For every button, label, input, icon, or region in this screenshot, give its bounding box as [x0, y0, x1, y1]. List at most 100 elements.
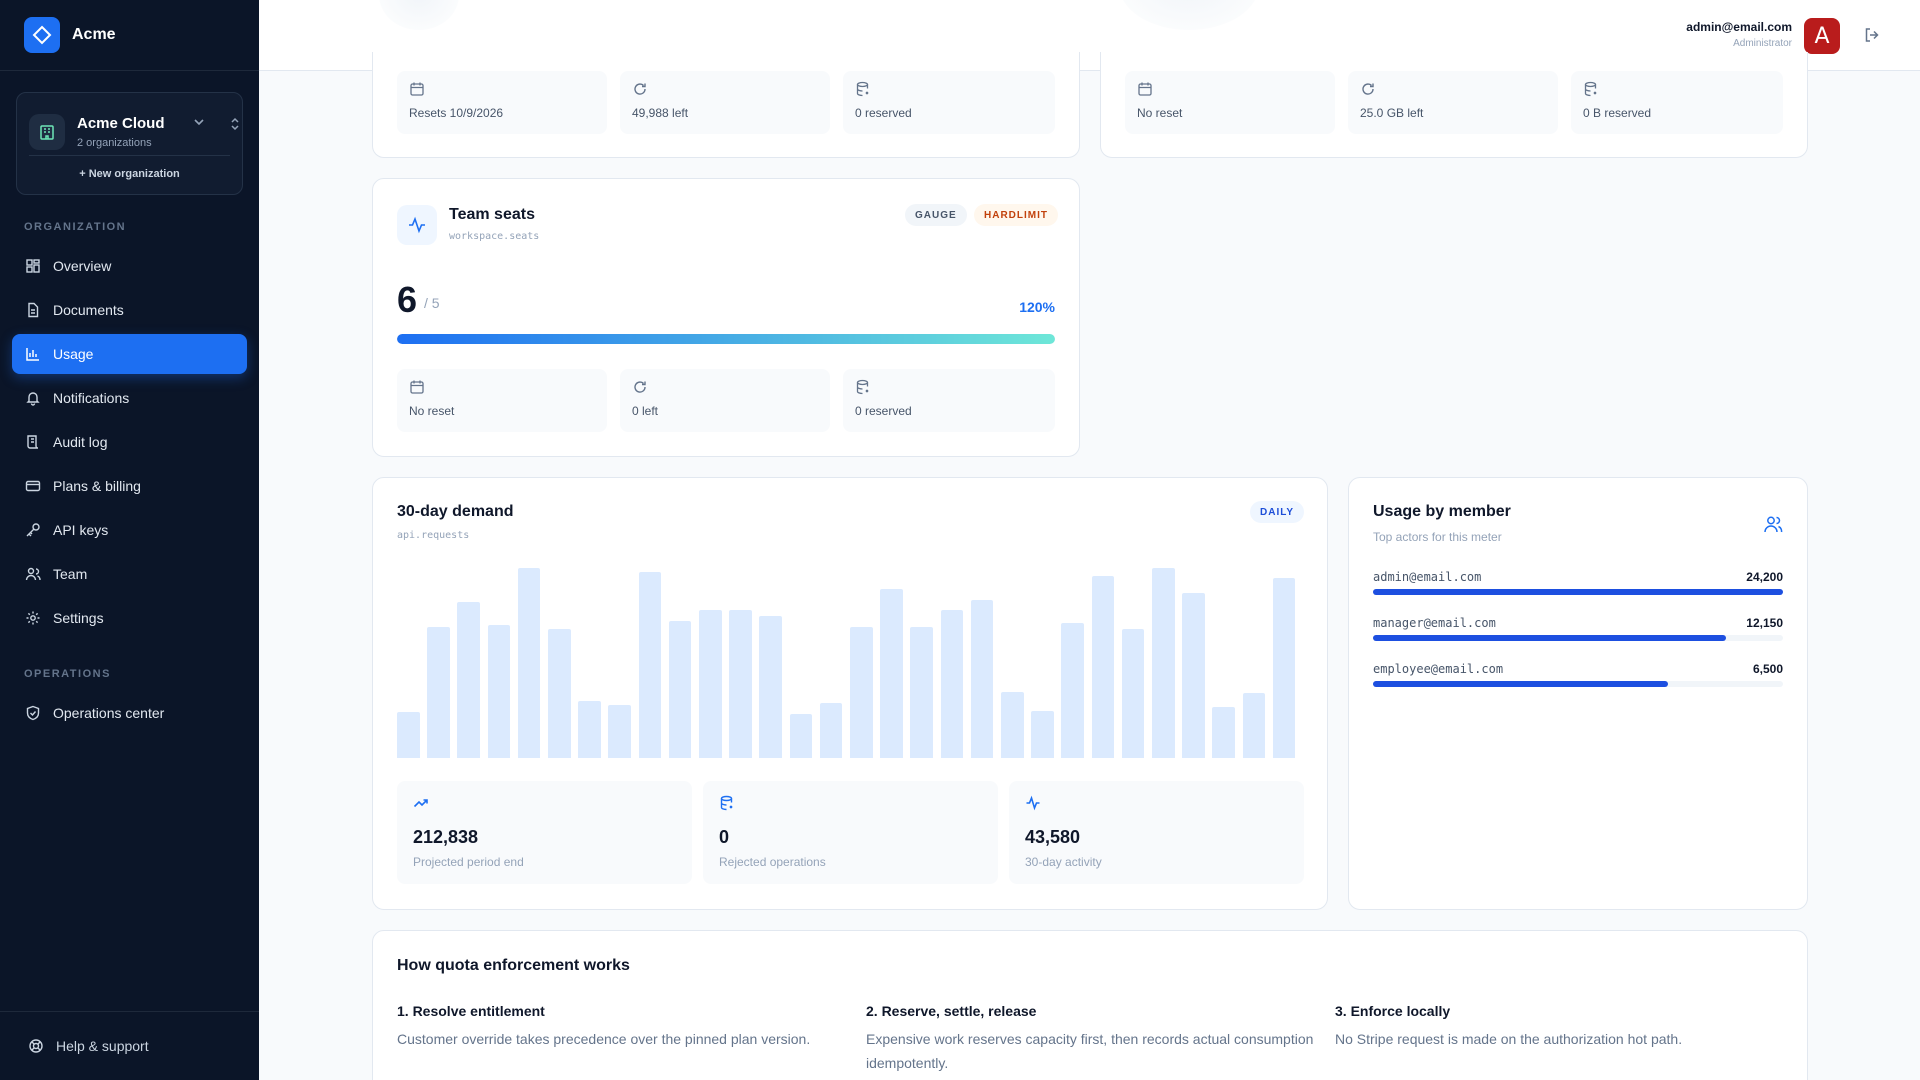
reset-text: Resets 10/9/2026 — [409, 106, 504, 120]
new-organization-button[interactable]: + New organization — [79, 168, 180, 180]
kpi-value: 212,838 — [413, 827, 479, 847]
meter-title: Team seats — [449, 206, 535, 223]
kpi-projected: 212,838 Projected period end — [397, 781, 692, 884]
sidebar-item-label: Plans & billing — [53, 478, 141, 494]
member-row: admin@email.com 24,200 — [1373, 570, 1783, 610]
demand-bar — [1212, 706, 1236, 758]
avatar[interactable]: A — [1804, 18, 1840, 54]
how-it-works-card: How quota enforcement works 1. Resolve e… — [372, 930, 1808, 1080]
activity-icon — [1026, 795, 1040, 811]
demand-bar — [1121, 628, 1145, 758]
gear-icon — [26, 611, 40, 625]
member-email: employee@email.com — [1373, 662, 1504, 676]
activity-icon — [397, 205, 437, 245]
sidebar-item-api-keys[interactable]: API keys — [12, 510, 247, 550]
demand-key: api.requests — [397, 530, 470, 541]
sidebar-item-label: Team — [53, 566, 88, 582]
reserved-text: 0 reserved — [855, 106, 912, 120]
sidebar-item-label: Documents — [53, 302, 124, 318]
reset-text: No reset — [409, 404, 455, 418]
sidebar-item-label: Usage — [53, 346, 94, 362]
member-bar — [1373, 635, 1783, 641]
calendar-icon — [410, 380, 424, 394]
sidebar-item-operations-center[interactable]: Operations center — [12, 693, 247, 733]
sidebar-item-usage[interactable]: Usage — [12, 334, 247, 374]
demand-bar — [729, 609, 752, 758]
kpi-rejected: 0 Rejected operations — [703, 781, 998, 884]
sidebar-item-audit-log[interactable]: Audit log — [12, 422, 247, 462]
step-desc: Expensive work reserves capacity first, … — [866, 1031, 1314, 1071]
shield-icon — [26, 705, 40, 721]
left-text: 0 left — [632, 404, 659, 418]
step-desc: Customer override takes precedence over … — [397, 1031, 811, 1047]
member-value: 6,500 — [1752, 662, 1783, 676]
sidebar-item-label: Notifications — [53, 390, 130, 406]
member-bar — [1373, 589, 1783, 595]
meter-card-team-seats: Team seats workspace.seats GAUGE HARDLIM… — [372, 178, 1080, 457]
user-email: admin@email.com — [1686, 20, 1792, 34]
help-support-link[interactable]: Help & support — [0, 1011, 259, 1080]
demand-bar — [397, 712, 420, 758]
org-switcher[interactable]: Acme Cloud 2 organizations + New organiz… — [16, 92, 243, 195]
demand-bar — [548, 628, 571, 758]
reset-stat: No reset — [397, 369, 607, 432]
sidebar: Acme Acme Cloud 2 organizations + New or… — [0, 0, 259, 1080]
demand-bar — [1091, 575, 1115, 758]
calendar-icon — [1138, 82, 1152, 96]
demand-bar — [699, 609, 722, 758]
faded-element — [379, 0, 459, 30]
scroll-icon — [27, 435, 39, 449]
member-email: manager@email.com — [1373, 616, 1496, 630]
usage-value: 6 — [397, 279, 418, 320]
sidebar-item-plans-billing[interactable]: Plans & billing — [12, 466, 247, 506]
brand[interactable]: Acme — [0, 0, 259, 71]
demand-bar — [880, 588, 903, 758]
reserved-stat: 0 B reserved — [1571, 71, 1783, 134]
step-reserve: 2. Reserve, settle, release Expensive wo… — [866, 1003, 1316, 1075]
demand-bar — [608, 704, 632, 758]
left-text: 49,988 left — [632, 106, 689, 120]
member-row: employee@email.com 6,500 — [1373, 662, 1783, 702]
kpi-activity: 43,580 30-day activity — [1009, 781, 1304, 884]
building-icon — [29, 113, 65, 150]
database-icon — [856, 81, 869, 97]
sidebar-item-documents[interactable]: Documents — [12, 290, 247, 330]
demand-bar — [578, 701, 601, 758]
usage-percent: 120% — [1019, 299, 1055, 315]
sidebar-item-label: Operations center — [53, 705, 165, 721]
step-title: 3. Enforce locally — [1335, 1003, 1451, 1019]
meter-key: workspace.seats — [449, 231, 540, 242]
left-stat: 0 left — [620, 369, 830, 432]
brand-name: Acme — [72, 26, 116, 43]
sidebar-item-team[interactable]: Team — [12, 554, 247, 594]
reserved-text: 0 reserved — [855, 404, 912, 418]
document-icon — [28, 302, 39, 318]
member-value: 12,150 — [1746, 616, 1783, 630]
demand-bar — [487, 625, 511, 758]
demand-bar — [819, 702, 843, 758]
member-bar-fill — [1373, 635, 1726, 641]
member-bar — [1373, 681, 1783, 687]
demand-bar-chart — [397, 568, 1303, 758]
step-enforce: 3. Enforce locally No Stripe request is … — [1335, 1003, 1785, 1051]
demand-bar — [1152, 568, 1175, 758]
sidebar-item-overview[interactable]: Overview — [12, 246, 247, 286]
member-value: 24,200 — [1746, 570, 1783, 584]
refresh-icon — [634, 381, 646, 393]
logout-icon[interactable] — [1863, 26, 1881, 44]
sidebar-item-settings[interactable]: Settings — [12, 598, 247, 638]
member-row: manager@email.com 12,150 — [1373, 616, 1783, 656]
sidebar-item-notifications[interactable]: Notifications — [12, 378, 247, 418]
chevron-down-icon[interactable] — [192, 115, 206, 129]
org-name: Acme Cloud — [77, 114, 165, 132]
help-label: Help & support — [56, 1038, 149, 1054]
demand-bar — [517, 568, 541, 758]
usage-progress-bar — [397, 334, 1055, 344]
database-icon — [720, 795, 733, 811]
step-title: 1. Resolve entitlement — [397, 1003, 545, 1019]
step-desc: No Stripe request is made on the authori… — [1335, 1031, 1683, 1047]
chevron-updown-icon[interactable] — [229, 117, 241, 131]
demand-bar — [1272, 577, 1296, 758]
left-stat: 49,988 left — [620, 71, 830, 134]
demand-bar — [427, 626, 450, 758]
